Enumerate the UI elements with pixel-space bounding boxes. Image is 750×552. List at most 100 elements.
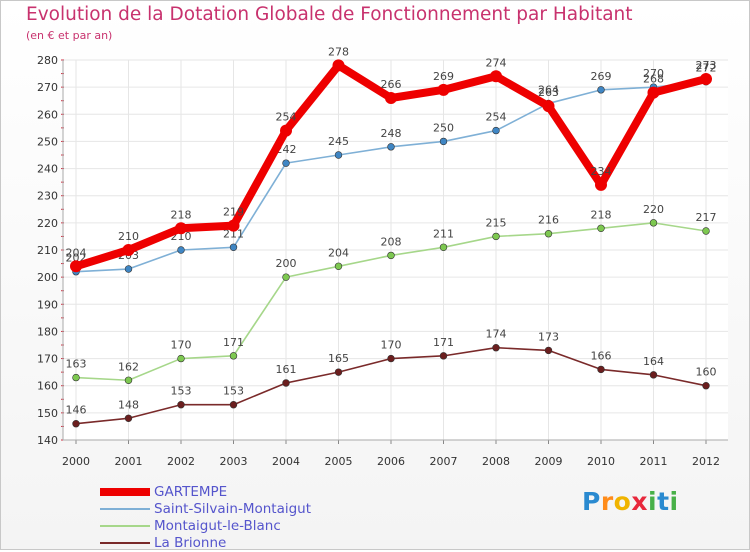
- data-point-gartempe: [490, 70, 502, 83]
- data-point-gartempe: [437, 83, 450, 96]
- x-tick-label: 2006: [377, 455, 405, 468]
- data-label-la-brionne: 166: [591, 349, 612, 362]
- x-tick-label: 2009: [535, 455, 563, 468]
- legend-swatch: [100, 525, 150, 527]
- legend-label: GARTEMPE: [154, 484, 228, 500]
- data-label-montaigut-le-blanc: 218: [591, 208, 612, 221]
- data-label-montaigut-le-blanc: 217: [696, 211, 717, 224]
- data-point-montaigut-le-blanc: [282, 273, 290, 281]
- data-point-saint-silvain-montaigut: [439, 137, 448, 146]
- data-point-saint-silvain-montaigut: [282, 159, 290, 167]
- data-point-montaigut-le-blanc: [439, 243, 448, 251]
- data-label-gartempe: 218: [171, 208, 192, 221]
- logo-letter: r: [600, 487, 614, 516]
- line-chart: 140 150 160 170 180 190 200 210 220 230 240 250 260 2…: [37, 45, 728, 468]
- y-tick-label: 280: [37, 54, 58, 67]
- chart-subtitle: (en € et par an): [26, 29, 113, 42]
- data-point-la-brionne: [282, 379, 290, 387]
- data-point-gartempe: [227, 219, 240, 232]
- data-label-la-brionne: 161: [276, 363, 297, 376]
- data-point-la-brionne: [124, 414, 133, 422]
- data-label-gartempe: 278: [328, 45, 349, 58]
- data-label-montaigut-le-blanc: 200: [276, 257, 297, 270]
- data-point-montaigut-le-blanc: [597, 224, 605, 232]
- data-label-gartempe: 263: [538, 86, 559, 99]
- data-label-montaigut-le-blanc: 208: [381, 235, 402, 248]
- data-label-la-brionne: 153: [171, 385, 192, 398]
- data-label-la-brionne: 165: [328, 352, 349, 365]
- data-point-la-brionne: [229, 401, 238, 409]
- data-label-montaigut-le-blanc: 215: [486, 216, 507, 229]
- data-label-saint-silvain-montaigut: 264: [538, 83, 559, 96]
- logo-letter: i: [669, 487, 679, 516]
- data-point-saint-silvain-montaigut: [334, 151, 343, 159]
- y-tick-label: 140: [37, 434, 58, 447]
- data-label-montaigut-le-blanc: 216: [538, 214, 559, 227]
- data-label-la-brionne: 146: [66, 404, 87, 417]
- data-point-montaigut-le-blanc: [177, 354, 185, 363]
- y-tick-label: 170: [37, 353, 58, 366]
- logo-letter: t: [657, 487, 670, 516]
- data-point-montaigut-le-blanc: [124, 376, 133, 384]
- data-label-montaigut-le-blanc: 163: [66, 358, 87, 371]
- data-point-montaigut-le-blanc: [72, 373, 80, 382]
- data-label-saint-silvain-montaigut: 269: [591, 70, 612, 83]
- data-point-la-brionne: [439, 352, 448, 360]
- data-point-la-brionne: [597, 365, 605, 374]
- data-label-montaigut-le-blanc: 220: [643, 203, 664, 216]
- x-tick-label: 2002: [167, 455, 195, 468]
- data-label-saint-silvain-montaigut: 270: [643, 67, 664, 80]
- y-tick-label: 220: [37, 217, 58, 230]
- y-tick-label: 150: [37, 407, 58, 420]
- x-tick-label: 2001: [115, 455, 143, 468]
- x-tick-label: 2010: [587, 455, 615, 468]
- data-point-saint-silvain-montaigut: [492, 126, 500, 135]
- data-point-montaigut-le-blanc: [702, 227, 710, 235]
- x-tick-label: 2007: [430, 455, 458, 468]
- logo-letter: i: [648, 487, 658, 516]
- legend-swatch: [100, 488, 150, 496]
- data-point-la-brionne: [334, 368, 343, 376]
- y-tick-label: 180: [37, 325, 58, 338]
- data-point-saint-silvain-montaigut: [124, 265, 133, 273]
- x-tick-label: 2000: [62, 455, 90, 468]
- data-label-gartempe: 266: [381, 78, 402, 91]
- data-point-saint-silvain-montaigut: [387, 143, 395, 151]
- y-tick-label: 160: [37, 380, 58, 393]
- y-tick-label: 200: [37, 271, 58, 284]
- data-point-gartempe: [280, 124, 292, 137]
- data-label-la-brionne: 173: [538, 330, 559, 343]
- data-point-gartempe: [332, 59, 345, 72]
- data-label-la-brionne: 174: [486, 328, 507, 341]
- data-label-saint-silvain-montaigut: 254: [486, 111, 507, 124]
- logo-letter: x: [631, 487, 648, 516]
- data-label-la-brionne: 153: [223, 385, 244, 398]
- data-label-montaigut-le-blanc: 171: [223, 336, 244, 349]
- x-tick-label: 2004: [272, 455, 300, 468]
- data-label-montaigut-le-blanc: 204: [328, 246, 349, 259]
- data-point-montaigut-le-blanc: [334, 262, 343, 270]
- data-label-montaigut-le-blanc: 170: [171, 339, 192, 352]
- data-point-la-brionne: [649, 371, 658, 379]
- data-label-montaigut-le-blanc: 162: [118, 360, 139, 373]
- data-label-la-brionne: 170: [381, 339, 402, 352]
- y-tick-label: 260: [37, 108, 58, 121]
- data-label-gartempe: 204: [66, 246, 87, 259]
- x-tick-label: 2011: [640, 455, 668, 468]
- data-label-gartempe: 268: [643, 73, 664, 86]
- chart-title: Evolution de la Dotation Globale de Fonc…: [26, 4, 633, 25]
- data-point-saint-silvain-montaigut: [229, 243, 238, 251]
- y-tick-label: 230: [37, 190, 58, 203]
- data-label-saint-silvain-montaigut: 211: [223, 227, 244, 240]
- legend-label: Montaigut-le-Blanc: [154, 518, 281, 534]
- data-point-gartempe: [122, 244, 135, 256]
- y-tick-label: 270: [37, 81, 58, 94]
- data-label-la-brionne: 148: [118, 398, 139, 411]
- data-label-gartempe: 219: [223, 206, 244, 219]
- data-point-la-brionne: [492, 344, 500, 352]
- x-tick-label: 2012: [692, 455, 720, 468]
- data-point-gartempe: [700, 73, 712, 85]
- data-point-la-brionne: [702, 382, 710, 390]
- data-label-la-brionne: 171: [433, 336, 454, 349]
- data-label-saint-silvain-montaigut: 245: [328, 135, 349, 148]
